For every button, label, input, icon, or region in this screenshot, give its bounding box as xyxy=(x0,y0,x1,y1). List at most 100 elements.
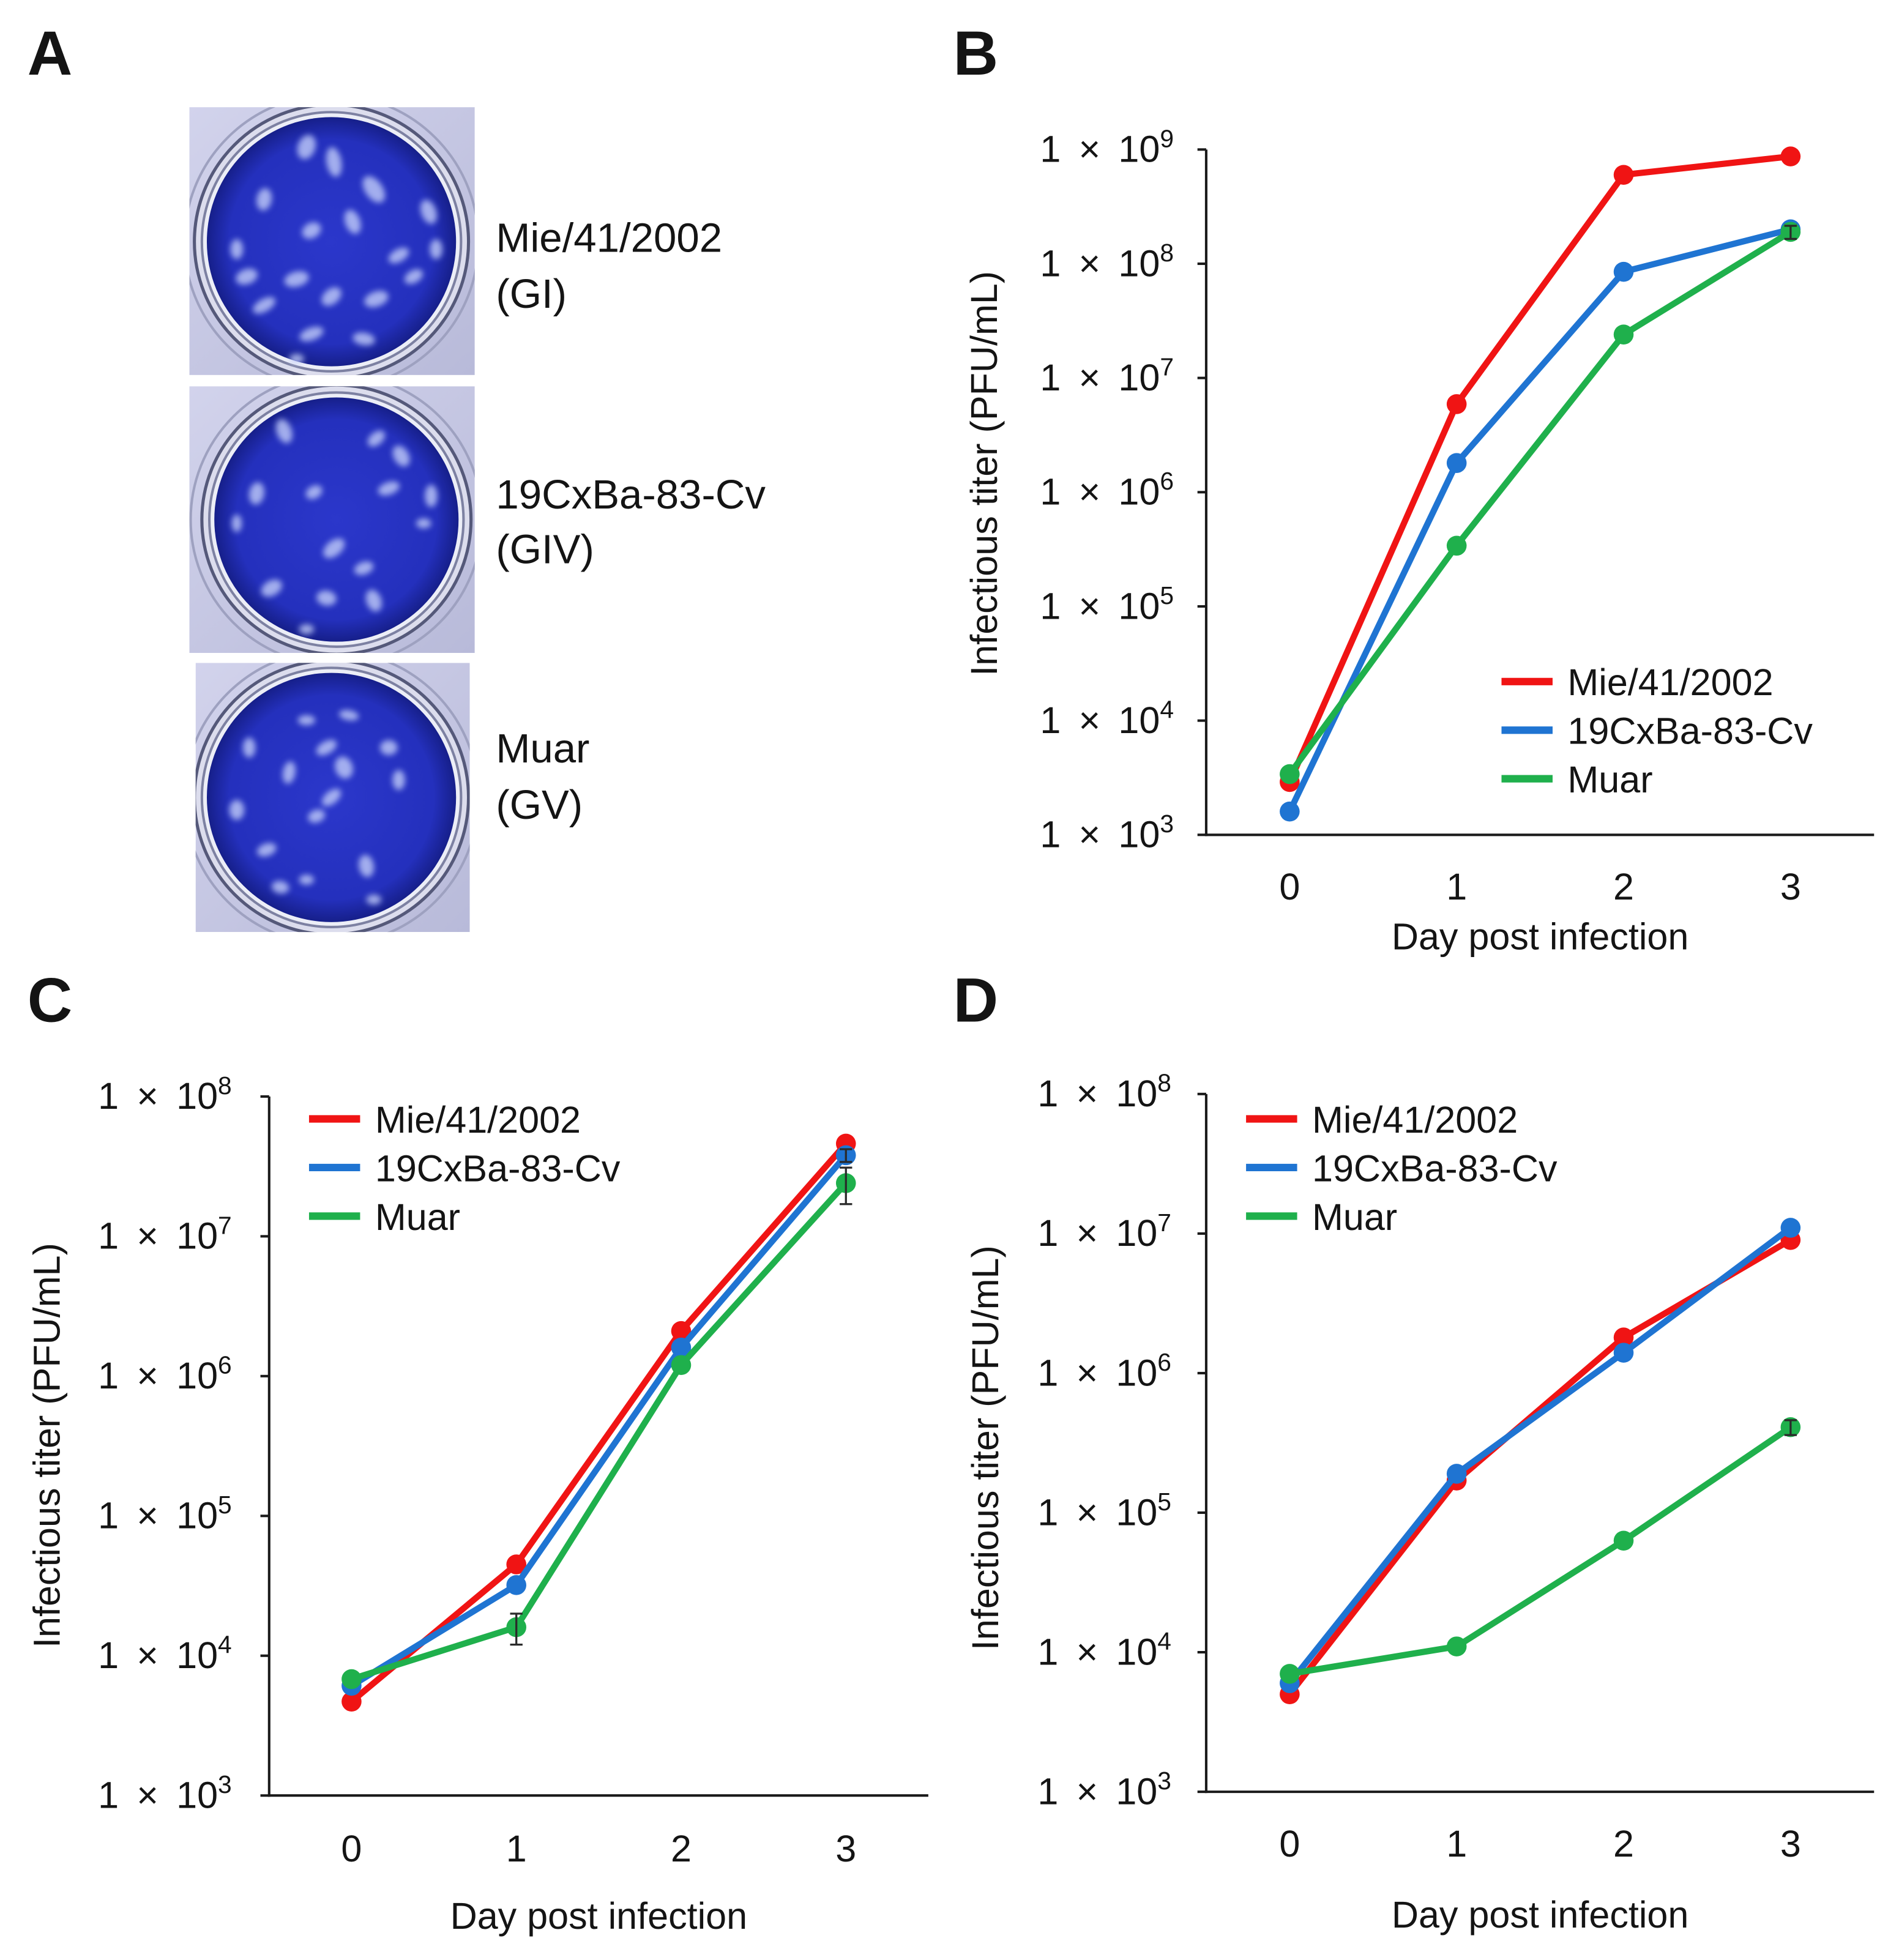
y-tick-label: 1 × 105 xyxy=(1037,1488,1171,1533)
y-tick-base: 1 × 10 xyxy=(1037,1631,1157,1672)
y-tick-label: 1 × 106 xyxy=(1037,1348,1171,1393)
plaque xyxy=(299,326,324,341)
panel-label: A xyxy=(28,18,73,88)
well-label-genotype: (GV) xyxy=(496,782,583,828)
legend-label: Mie/41/2002 xyxy=(1567,661,1773,703)
x-axis-title: Day post infection xyxy=(450,1895,747,1937)
plaques xyxy=(229,710,405,905)
plaque xyxy=(275,419,293,444)
legend-label: Muar xyxy=(375,1196,460,1238)
y-tick-base: 1 × 10 xyxy=(98,1215,218,1257)
y-tick-exponent: 6 xyxy=(1157,1348,1171,1376)
legend: Mie/41/2002 19CxBa-83-Cv Muar xyxy=(1501,661,1813,800)
x-tick-label: 1 xyxy=(1446,1823,1467,1865)
y-tick-base: 1 × 10 xyxy=(1040,814,1160,855)
plaque xyxy=(365,589,382,612)
plaque xyxy=(297,715,316,726)
y-tick-exponent: 6 xyxy=(1160,467,1174,495)
data-point-19cxba-83-cv xyxy=(1280,801,1300,822)
y-tick-exponent: 3 xyxy=(1160,810,1174,838)
plaque xyxy=(335,756,353,779)
error-bar xyxy=(1784,225,1797,240)
plaque xyxy=(229,800,245,820)
plaque xyxy=(322,789,341,807)
plaque xyxy=(353,332,375,346)
plaque xyxy=(404,269,423,285)
plaque xyxy=(359,855,375,878)
x-tick-label: 3 xyxy=(1780,1823,1801,1865)
x-axis-title: Day post infection xyxy=(1392,1894,1688,1936)
error-bar xyxy=(1784,1419,1797,1436)
plaque xyxy=(326,147,342,177)
y-tick-base: 1 × 10 xyxy=(1037,1491,1157,1533)
well-outer-rim xyxy=(189,386,475,653)
plaque xyxy=(289,354,304,364)
data-point-mie-41-2002 xyxy=(1780,146,1801,166)
plaque xyxy=(299,624,315,635)
y-tick-exponent: 3 xyxy=(218,1770,232,1798)
panel-label: D xyxy=(953,966,999,1035)
y-tick-exponent: 8 xyxy=(218,1071,232,1100)
series-line-19cxba-83-cv xyxy=(348,1152,849,1689)
y-tick-base: 1 × 10 xyxy=(1040,129,1160,170)
x-tick-label: 2 xyxy=(1613,866,1634,907)
y-tick-base: 1 × 10 xyxy=(98,1495,218,1537)
data-point-muar xyxy=(671,1355,692,1376)
plaque xyxy=(248,482,264,505)
y-tick-label: 1 × 105 xyxy=(1040,581,1174,627)
y-tick-label: 1 × 104 xyxy=(1037,1627,1171,1672)
plaque xyxy=(284,271,309,288)
plaque xyxy=(420,199,437,224)
plaque xyxy=(378,481,400,496)
y-tick-base: 1 × 10 xyxy=(1040,357,1160,398)
legend-label: Muar xyxy=(1567,759,1652,800)
data-point-muar xyxy=(1446,535,1467,556)
y-tick-label: 1 × 103 xyxy=(1040,810,1174,855)
y-tick-exponent: 4 xyxy=(218,1631,232,1659)
y-tick-exponent: 3 xyxy=(1157,1767,1171,1795)
data-point-19cxba-83-cv xyxy=(1446,453,1467,473)
x-tick-label: 2 xyxy=(1613,1823,1634,1865)
well-image-mie-41-2002 xyxy=(189,107,475,375)
x-tick-label: 1 xyxy=(506,1828,527,1869)
panel-A: A xyxy=(28,18,766,933)
plaque xyxy=(316,591,337,606)
plaque xyxy=(362,176,386,203)
plaque xyxy=(344,209,361,234)
y-tick-base: 1 × 10 xyxy=(1040,585,1160,627)
series-line-muar xyxy=(1286,228,1794,778)
y-tick-label: 1 × 104 xyxy=(1040,696,1174,741)
plaque xyxy=(256,188,272,211)
legend-label: Mie/41/2002 xyxy=(375,1099,581,1141)
y-tick-base: 1 × 10 xyxy=(1040,699,1160,741)
series-line-muar xyxy=(1286,1424,1794,1677)
y-tick-label: 1 × 103 xyxy=(98,1770,232,1816)
panel-label: C xyxy=(28,966,73,1035)
y-tick-label: 1 × 108 xyxy=(98,1071,232,1117)
y-tick-base: 1 × 10 xyxy=(98,1634,218,1676)
y-tick-label: 1 × 104 xyxy=(98,1631,232,1676)
x-tick-label: 0 xyxy=(341,1828,362,1869)
plaque xyxy=(364,291,389,308)
x-tick-label: 1 xyxy=(1446,866,1467,907)
legend-label: Mie/41/2002 xyxy=(1312,1099,1518,1141)
well-label-genotype: (GI) xyxy=(496,271,567,317)
x-tick-label: 2 xyxy=(671,1828,692,1869)
plaque xyxy=(299,874,315,885)
plaque xyxy=(430,239,442,259)
data-point-mie-41-2002 xyxy=(1613,1327,1634,1348)
plaque xyxy=(392,770,405,790)
plaques xyxy=(230,135,442,364)
y-tick-exponent: 8 xyxy=(1157,1069,1171,1097)
legend-label: Muar xyxy=(1312,1196,1397,1238)
y-tick-exponent: 5 xyxy=(218,1491,232,1519)
plaque xyxy=(282,761,296,784)
plaque xyxy=(388,247,409,264)
data-point-19cxba-83-cv xyxy=(1613,1343,1634,1363)
y-tick-label: 1 × 106 xyxy=(1040,467,1174,512)
well-label-strain: 19CxBa-83-Cv xyxy=(496,472,766,518)
series-line-19cxba-83-cv xyxy=(1286,1224,1794,1686)
